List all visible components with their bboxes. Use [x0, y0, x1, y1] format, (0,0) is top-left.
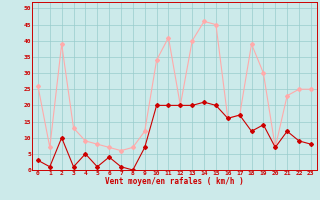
X-axis label: Vent moyen/en rafales ( km/h ): Vent moyen/en rafales ( km/h )	[105, 177, 244, 186]
